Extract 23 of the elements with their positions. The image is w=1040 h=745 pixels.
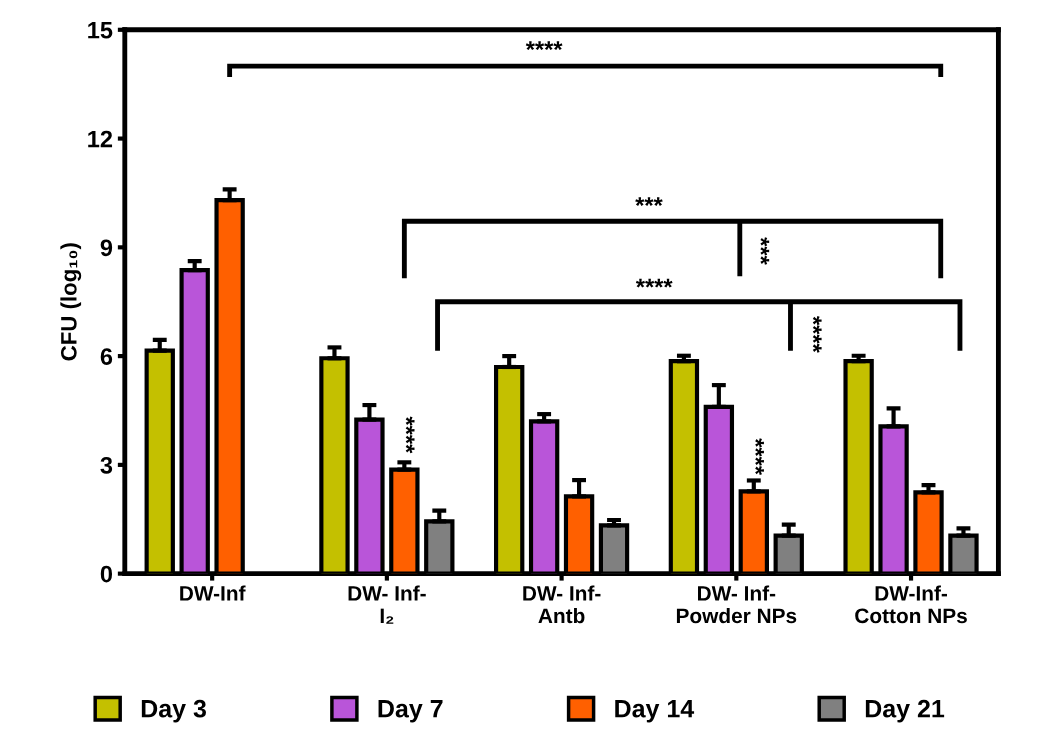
y-tick-label: 3 <box>100 456 113 474</box>
annotation: *** <box>760 237 770 265</box>
annotation: *** <box>635 197 663 206</box>
x-tick-label: DW- Inf- Antb <box>523 585 601 624</box>
y-tick-label: 0 <box>100 565 113 583</box>
y-tick-label: 15 <box>88 22 113 39</box>
legend-label: Day 3 <box>141 699 206 723</box>
x-tick-label: DW-Inf- Cotton NPs <box>855 585 967 624</box>
annotation: **** <box>812 316 822 353</box>
annotation: **** <box>755 438 764 475</box>
annotation: **** <box>635 278 673 288</box>
legend-label: Day 7 <box>378 700 443 723</box>
legend-label: Day 14 <box>615 700 695 723</box>
x-tick-label: DW-Inf <box>180 585 246 601</box>
legend-label: Day 21 <box>865 699 945 723</box>
annotation: **** <box>525 41 563 51</box>
y-axis-title: CFU (log₁₀) <box>60 243 82 361</box>
y-tick-label: 6 <box>100 348 113 365</box>
y-tick-label: 9 <box>100 239 113 257</box>
x-tick-label: DW- Inf- Powder NPs <box>676 585 797 624</box>
x-tick-label: DW- Inf- I₂ <box>348 585 426 624</box>
annotation: **** <box>405 416 415 454</box>
y-tick-label: 12 <box>88 130 113 148</box>
